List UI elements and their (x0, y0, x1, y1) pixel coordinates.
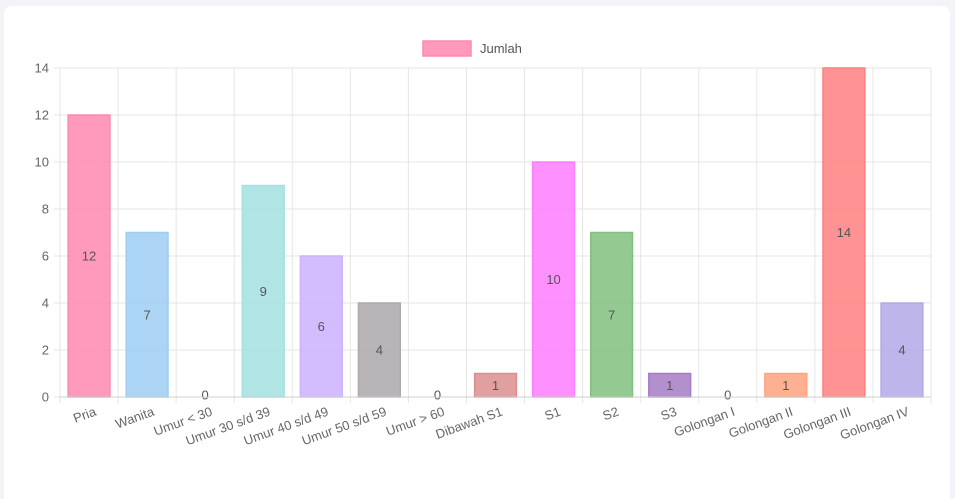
data-label-golongan-iii: 14 (837, 225, 851, 240)
data-label-wanita: 7 (143, 307, 150, 322)
data-label-umur-50-s-d-59: 4 (376, 343, 383, 358)
x-tick-label-pria: Pria (71, 403, 99, 425)
data-label-pria: 12 (82, 249, 96, 264)
bar-wanita[interactable] (125, 231, 169, 398)
data-label-golongan-i: 0 (724, 388, 731, 403)
bar-s1[interactable] (531, 161, 576, 398)
grid-lines (54, 67, 932, 403)
bar-s2[interactable] (589, 231, 634, 398)
y-tick-label: 0 (42, 390, 49, 405)
data-label-dibawah-s1: 1 (492, 378, 499, 393)
x-tick-label-golongan-i: Golongan I (672, 404, 737, 440)
y-tick-label: 14 (35, 61, 49, 76)
x-tick-label-s2: S2 (601, 404, 621, 424)
data-label-s3: 1 (666, 378, 673, 393)
data-label-umur-40-s-d-49: 6 (318, 319, 325, 334)
bar-umur-40-s-d-49[interactable] (299, 255, 343, 398)
bar-golongan-iv[interactable] (880, 302, 924, 398)
bar-umur-50-s-d-59[interactable] (357, 302, 402, 398)
x-tick-label-wanita: Wanita (113, 403, 156, 431)
data-label-umur-60: 0 (434, 388, 441, 403)
x-tick-label-s1: S1 (543, 404, 563, 424)
data-label-umur-30-s-d-39: 9 (260, 284, 267, 299)
x-tick-label-dibawah-s1: Dibawah S1 (434, 404, 505, 442)
y-tick-label: 4 (42, 296, 49, 311)
y-tick-label: 2 (42, 343, 49, 358)
data-label-golongan-ii: 1 (782, 378, 789, 393)
data-label-umur-30: 0 (202, 388, 209, 403)
data-label-s2: 7 (608, 307, 615, 322)
y-tick-label: 6 (42, 249, 49, 264)
bar-umur-30-s-d-39[interactable] (241, 184, 285, 398)
y-tick-label: 10 (35, 155, 49, 170)
y-tick-label: 12 (35, 108, 49, 123)
bar-pria[interactable] (67, 114, 111, 398)
y-tick-label: 8 (42, 202, 49, 217)
data-label-s1: 10 (546, 272, 560, 287)
legend-swatch-jumlah (422, 40, 472, 57)
legend[interactable]: Jumlah (422, 40, 522, 57)
bar-golongan-iii[interactable] (822, 67, 866, 398)
chart-card: 0 2 4 6 8 10 12 14 12 Pria 7 Wanita 0 Umur < 30 9 Umur … (4, 6, 950, 499)
x-tick-label-s3: S3 (659, 404, 679, 424)
data-label-golongan-iv: 4 (898, 343, 905, 358)
legend-label-jumlah: Jumlah (480, 41, 522, 56)
